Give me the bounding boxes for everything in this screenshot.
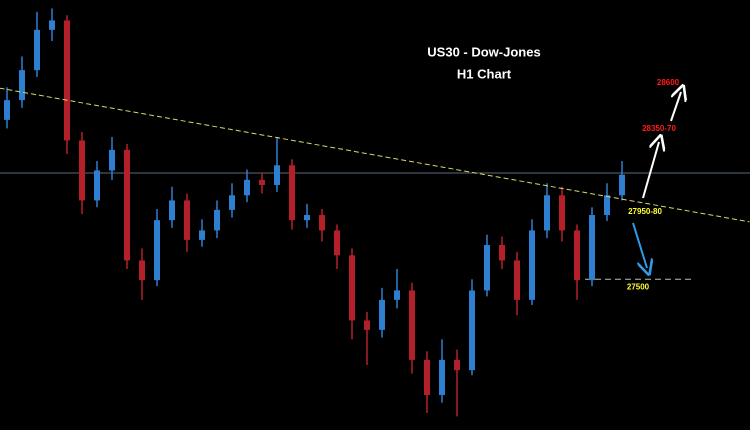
candle-body [499, 245, 505, 261]
trendline [0, 87, 750, 223]
candle-body [304, 215, 310, 221]
annotation: 28600 [657, 78, 680, 87]
candle-body [514, 260, 520, 300]
candle-body [364, 320, 370, 330]
candle-body [94, 170, 100, 201]
candle-body [244, 179, 250, 196]
candle-body [259, 179, 265, 185]
candle-body [139, 260, 145, 281]
candle-body [469, 290, 475, 371]
candle-body [544, 195, 550, 231]
candle-body [49, 20, 55, 30]
annotation: 28350-70 [642, 124, 676, 133]
plot [0, 8, 750, 417]
candle-body [589, 215, 595, 281]
candle-body [379, 299, 385, 330]
candle-body [109, 149, 115, 171]
candle-body [334, 230, 340, 256]
annotation: 27500 [627, 282, 650, 291]
candle-body [4, 100, 10, 120]
candle-body [439, 359, 445, 395]
candle-body [64, 20, 70, 141]
candle-body [484, 245, 490, 291]
candle-body [559, 195, 565, 231]
chart-title: US30 - Dow-Jones [427, 44, 540, 59]
candle-body [274, 165, 280, 185]
arrow-up [642, 142, 659, 199]
candle-body [394, 290, 400, 300]
chart-subtitle: H1 Chart [457, 66, 512, 81]
arrow-up [670, 92, 681, 122]
candle-body [409, 290, 415, 360]
candle-body [529, 230, 535, 300]
candle-body [619, 174, 625, 196]
candle-body [319, 215, 325, 231]
candle-body [289, 165, 295, 221]
candle-body [199, 230, 205, 240]
candle-body [349, 255, 355, 321]
candle-body [124, 149, 130, 261]
candle-body [424, 359, 430, 395]
annotation: 27950-80 [628, 207, 662, 216]
candle-body [34, 29, 40, 71]
candle-body [604, 195, 610, 215]
candle-body [454, 359, 460, 371]
candle-body [79, 140, 85, 201]
candle-body [229, 195, 235, 210]
candle-body [184, 200, 190, 240]
arrow-down [632, 222, 647, 268]
candle-body [154, 220, 160, 281]
candle-body [574, 230, 580, 281]
candle-body [169, 200, 175, 221]
candle-body [19, 70, 25, 101]
candle-body [214, 209, 220, 231]
